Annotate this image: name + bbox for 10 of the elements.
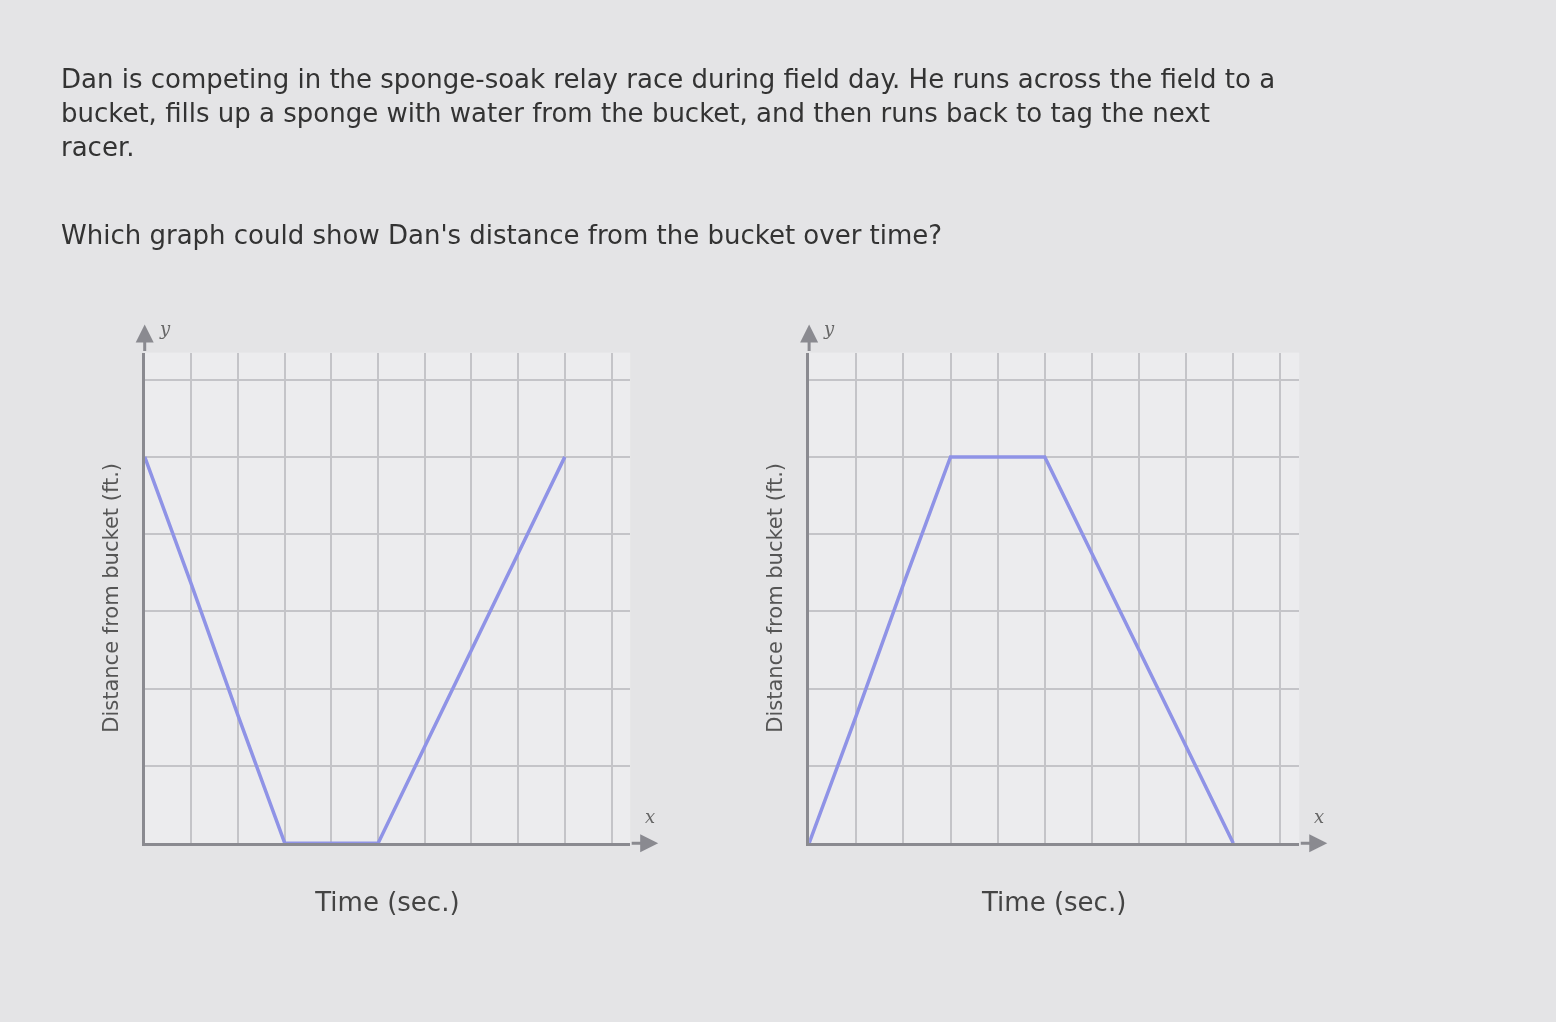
x-axis-title: Time (sec.) <box>981 886 1127 917</box>
text: y <box>159 318 171 339</box>
text: x <box>645 806 656 827</box>
y-axis-title: Distance from bucket (ft.) <box>763 462 788 733</box>
x-axis-title: Time (sec.) <box>314 886 460 917</box>
text: x <box>1314 806 1325 827</box>
y-axis-title: Distance from bucket (ft.) <box>98 462 123 733</box>
chart-subtitle: Which graph could show Dan's distance from the bucket over time? <box>61 220 943 250</box>
chart-title: Dan is competing in the sponge-soak relay race during field day. He runs across the field to a bucket, fills up a sponge with water from the bucket, and then runs back to tag the next racer. <box>61 64 1276 162</box>
text: y <box>823 318 835 339</box>
